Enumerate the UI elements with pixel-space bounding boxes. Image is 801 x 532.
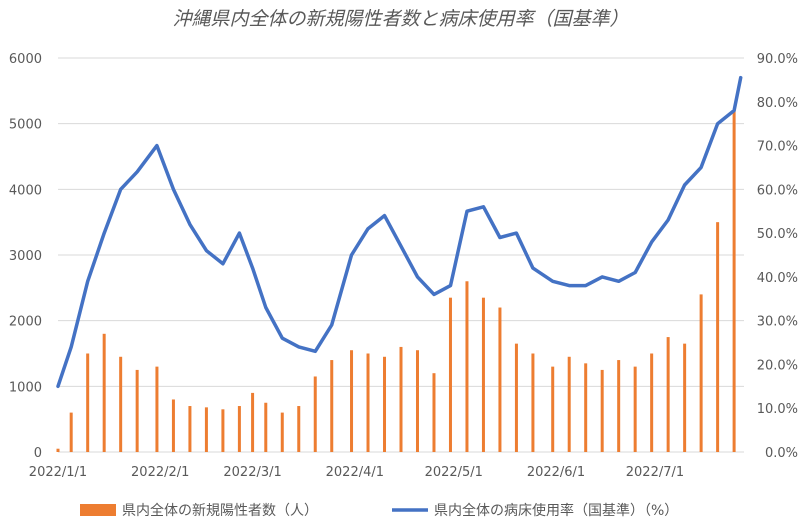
bar bbox=[330, 360, 334, 452]
bar bbox=[514, 343, 518, 452]
bar bbox=[251, 392, 255, 452]
bar bbox=[567, 356, 571, 452]
x-tick-label: 2022/1/1 bbox=[29, 465, 87, 480]
chart-title: 沖縄県内全体の新規陽性者数と病床使用率（国基準） bbox=[172, 8, 629, 30]
bar bbox=[432, 373, 436, 452]
y-left-tick-label: 3000 bbox=[9, 249, 42, 264]
y-right-tick-label: 70.0% bbox=[757, 140, 798, 155]
bar bbox=[699, 294, 703, 452]
bar bbox=[171, 399, 175, 452]
bar bbox=[188, 406, 192, 452]
bar bbox=[69, 412, 73, 452]
bar bbox=[498, 307, 502, 452]
bar bbox=[633, 366, 637, 452]
x-tick-label: 2022/5/1 bbox=[425, 465, 483, 480]
occupancy-line bbox=[56, 75, 743, 389]
y-left-tick-label: 1000 bbox=[9, 380, 42, 395]
bar bbox=[415, 350, 419, 452]
bar bbox=[683, 343, 687, 452]
y-right-tick-label: 10.0% bbox=[757, 402, 798, 417]
y-right-tick-label: 60.0% bbox=[757, 183, 798, 198]
bar bbox=[650, 353, 654, 452]
bar bbox=[531, 353, 535, 452]
bar bbox=[264, 402, 268, 452]
y-left-tick-label: 5000 bbox=[9, 118, 42, 133]
y-right-tick-label: 0.0% bbox=[765, 446, 798, 461]
legend-label-line: 県内全体の病床使用率（国基準）（%） bbox=[434, 502, 678, 519]
bar bbox=[350, 350, 354, 452]
bar bbox=[86, 353, 90, 452]
bar bbox=[204, 407, 208, 452]
y-right-tick-label: 40.0% bbox=[757, 271, 798, 286]
bar bbox=[399, 346, 403, 452]
y-left-tick-label: 6000 bbox=[9, 52, 42, 67]
bar bbox=[617, 360, 621, 452]
bar bbox=[313, 376, 317, 452]
bar bbox=[297, 406, 301, 452]
x-tick-label: 2022/3/1 bbox=[223, 465, 281, 480]
y-right-tick-label: 30.0% bbox=[757, 315, 798, 330]
bar bbox=[551, 366, 555, 452]
bar bbox=[155, 366, 159, 452]
legend-label-bar: 県内全体の新規陽性者数（人） bbox=[122, 502, 318, 519]
bar bbox=[56, 448, 60, 452]
bar bbox=[366, 353, 370, 452]
bar bbox=[237, 406, 241, 452]
y-left-tick-label: 2000 bbox=[9, 315, 42, 330]
bar bbox=[280, 412, 284, 452]
bar bbox=[221, 409, 225, 452]
bar bbox=[383, 356, 387, 452]
y-right-tick-label: 50.0% bbox=[757, 227, 798, 242]
bar bbox=[102, 333, 106, 452]
bar bbox=[465, 281, 469, 452]
y-right-tick-label: 80.0% bbox=[757, 96, 798, 111]
bar bbox=[584, 363, 588, 452]
x-tick-label: 2022/7/1 bbox=[626, 465, 684, 480]
y-left-tick-label: 0 bbox=[34, 446, 42, 461]
bar bbox=[716, 222, 720, 452]
bar bbox=[666, 337, 670, 452]
y-right-tick-label: 20.0% bbox=[757, 358, 798, 373]
x-tick-label: 2022/4/1 bbox=[326, 465, 384, 480]
y-right-tick-label: 90.0% bbox=[757, 52, 798, 67]
bar bbox=[732, 110, 736, 453]
x-tick-label: 2022/6/1 bbox=[527, 465, 585, 480]
y-left-tick-label: 4000 bbox=[9, 183, 42, 198]
bar bbox=[119, 356, 123, 452]
x-tick-label: 2022/2/1 bbox=[131, 465, 189, 480]
legend-swatch-bar bbox=[80, 504, 116, 516]
bar bbox=[481, 297, 485, 452]
bar bbox=[600, 369, 604, 452]
bar bbox=[448, 297, 452, 452]
bar bbox=[135, 369, 139, 452]
